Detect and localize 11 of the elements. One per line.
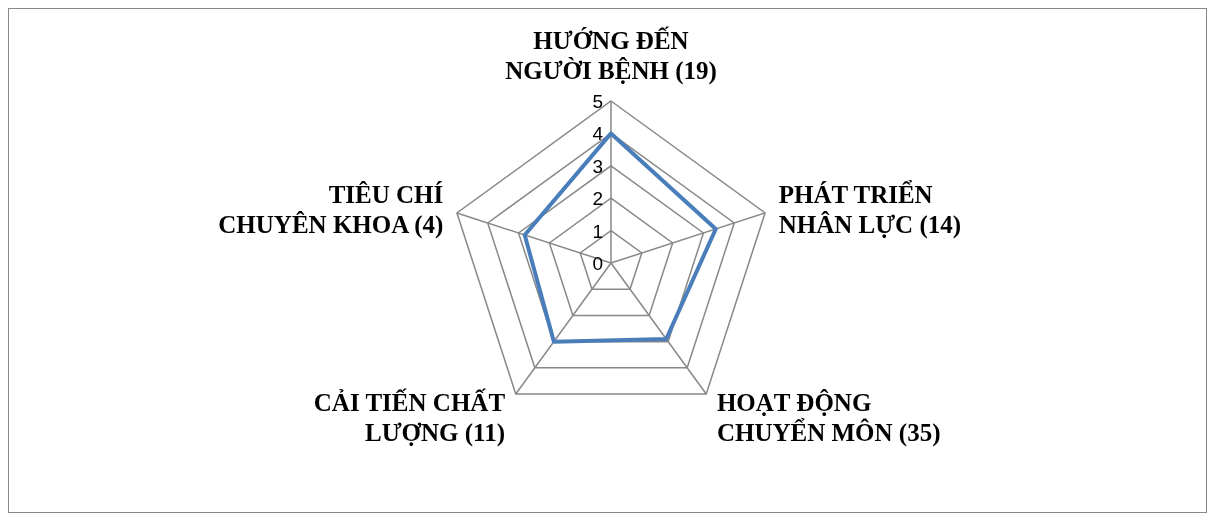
y-tick-label: 2 bbox=[592, 188, 603, 210]
spoke-label: HOẠT ĐỘNG CHUYỂN MÔN (35) bbox=[716, 388, 941, 447]
spoke-label: HƯỚNG ĐẾN NGƯỜI BỆNH (19) bbox=[505, 26, 717, 85]
spoke-label: CẢI TIẾN CHẤT LƯỢNG (11) bbox=[313, 387, 506, 447]
spoke-label: PHÁT TRIỂN NHÂN LỰC (14) bbox=[778, 180, 962, 240]
y-tick-label: 4 bbox=[592, 123, 604, 145]
y-tick-label: 1 bbox=[592, 220, 603, 242]
y-tick-label: 5 bbox=[592, 91, 603, 112]
spoke-label: TIÊU CHÍ CHUYÊN KHOA (4) bbox=[218, 181, 444, 240]
y-tick-label: 0 bbox=[592, 253, 603, 274]
y-tick-label: 3 bbox=[592, 155, 603, 177]
